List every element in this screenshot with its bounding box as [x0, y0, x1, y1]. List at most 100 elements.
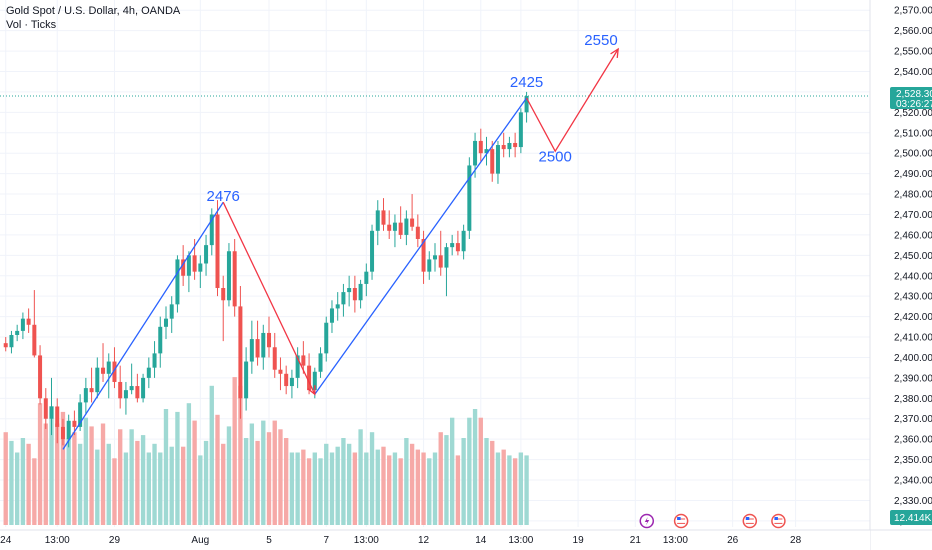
candle-body[interactable]: [249, 339, 254, 362]
candle-body[interactable]: [112, 361, 117, 382]
candle-body[interactable]: [72, 420, 77, 427]
candle-body[interactable]: [255, 339, 260, 358]
candle-body[interactable]: [204, 245, 209, 264]
candle-body[interactable]: [3, 343, 8, 348]
candle-body[interactable]: [404, 218, 409, 235]
candle-body[interactable]: [232, 251, 237, 307]
candle-body[interactable]: [152, 353, 157, 368]
candle-body[interactable]: [335, 304, 340, 309]
candle-body[interactable]: [66, 420, 71, 440]
candle-body[interactable]: [450, 243, 455, 248]
candle-body[interactable]: [169, 304, 174, 319]
red-projection-path[interactable]: [526, 48, 619, 153]
candle-body[interactable]: [78, 402, 83, 427]
candle-body[interactable]: [83, 388, 88, 403]
candle-body[interactable]: [106, 361, 111, 374]
candle-body[interactable]: [381, 210, 386, 225]
candle-body[interactable]: [209, 214, 214, 246]
candle-body[interactable]: [375, 210, 380, 231]
candle-body[interactable]: [467, 165, 472, 231]
candle-body[interactable]: [392, 222, 397, 231]
candle-body[interactable]: [226, 251, 231, 301]
price-target-label[interactable]: 2550: [584, 32, 617, 49]
candle-body[interactable]: [192, 255, 197, 272]
candle-body[interactable]: [221, 288, 226, 301]
candle-body[interactable]: [478, 140, 483, 154]
candle-body[interactable]: [49, 406, 54, 419]
candle-body[interactable]: [163, 318, 168, 327]
price-target-label[interactable]: 2425: [510, 74, 543, 91]
candle-body[interactable]: [370, 230, 375, 272]
volume-indicator-label[interactable]: Vol · Ticks: [6, 19, 57, 31]
candle-body[interactable]: [301, 355, 306, 366]
candle-body[interactable]: [198, 263, 203, 272]
candle-body[interactable]: [101, 367, 106, 374]
candle-body[interactable]: [123, 390, 128, 399]
candle-body[interactable]: [261, 332, 266, 358]
candle-body[interactable]: [438, 255, 443, 268]
candle-body[interactable]: [9, 334, 14, 348]
candle-body[interactable]: [444, 247, 449, 268]
candle-body[interactable]: [278, 369, 283, 374]
candle-body[interactable]: [272, 347, 277, 370]
candle-body[interactable]: [427, 259, 432, 272]
candle-body[interactable]: [146, 367, 151, 378]
candle-body[interactable]: [32, 324, 37, 356]
candle-body[interactable]: [26, 318, 31, 325]
candle-body[interactable]: [284, 373, 289, 387]
candle-body[interactable]: [307, 365, 312, 391]
candle-body[interactable]: [295, 355, 300, 378]
candle-body[interactable]: [329, 308, 334, 323]
price-target-label[interactable]: 2500: [539, 148, 572, 165]
blue-trendline[interactable]: [314, 97, 528, 395]
candle-body[interactable]: [524, 96, 529, 113]
candle-body[interactable]: [15, 330, 20, 335]
candle-body[interactable]: [495, 145, 500, 174]
candle-body[interactable]: [455, 243, 460, 252]
candle-body[interactable]: [158, 326, 163, 354]
candle-body[interactable]: [238, 306, 243, 399]
candle-body[interactable]: [347, 288, 352, 293]
candle-body[interactable]: [410, 218, 415, 227]
candle-body[interactable]: [129, 386, 134, 391]
candle-body[interactable]: [518, 112, 523, 148]
candle-body[interactable]: [186, 255, 191, 276]
candle-body[interactable]: [324, 322, 329, 354]
candle-body[interactable]: [473, 140, 478, 166]
candle-body[interactable]: [175, 259, 180, 305]
candle-body[interactable]: [364, 271, 369, 284]
time-axis[interactable]: [0, 530, 870, 550]
candle-body[interactable]: [43, 398, 48, 419]
candle-body[interactable]: [118, 381, 123, 399]
candle-body[interactable]: [141, 377, 146, 399]
candle-body[interactable]: [398, 222, 403, 235]
candle-body[interactable]: [432, 255, 438, 260]
candle-body[interactable]: [267, 332, 272, 348]
candle-body[interactable]: [38, 355, 43, 399]
candle-body[interactable]: [461, 230, 466, 252]
candle-body[interactable]: [215, 214, 220, 289]
candle-body[interactable]: [501, 145, 506, 150]
candle-body[interactable]: [352, 288, 357, 301]
candle-body[interactable]: [387, 224, 392, 231]
candle-body[interactable]: [181, 259, 186, 276]
candle-body[interactable]: [289, 377, 294, 387]
candle-body[interactable]: [244, 361, 249, 399]
candle-body[interactable]: [60, 426, 65, 440]
candle-body[interactable]: [55, 406, 60, 427]
candle-body[interactable]: [484, 149, 489, 154]
candle-body[interactable]: [358, 283, 363, 301]
candle-body[interactable]: [507, 142, 512, 150]
price-target-label[interactable]: 2476: [207, 188, 240, 205]
candle-body[interactable]: [89, 388, 94, 393]
candle-body[interactable]: [95, 367, 100, 393]
candle-body[interactable]: [490, 149, 495, 174]
candle-body[interactable]: [415, 226, 420, 239]
candle-body[interactable]: [513, 142, 518, 148]
candle-body[interactable]: [312, 371, 317, 391]
candle-body[interactable]: [341, 292, 346, 305]
candle-body[interactable]: [318, 353, 323, 372]
candle-body[interactable]: [135, 386, 140, 399]
